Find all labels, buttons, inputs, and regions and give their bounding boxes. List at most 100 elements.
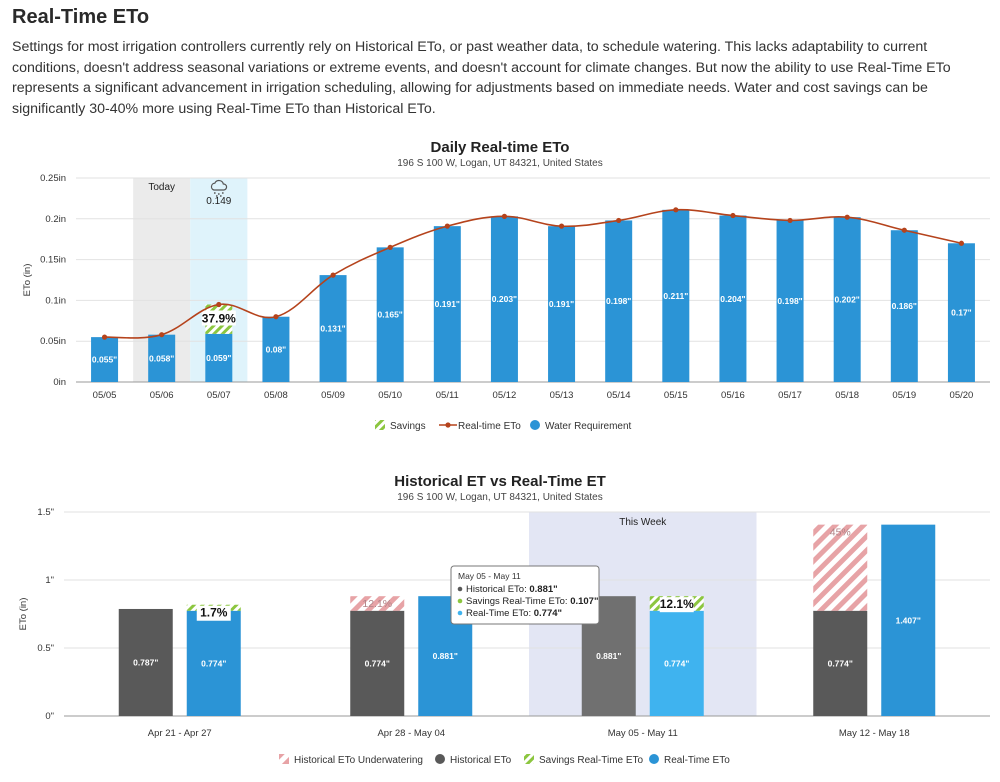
- tooltip-row: Savings Real-Time ETo: 0.107": [466, 596, 598, 607]
- x-tick-label: 05/20: [950, 390, 974, 401]
- x-tick-label: May 05 - May 11: [608, 728, 678, 739]
- historical-eto-bar: [350, 610, 405, 716]
- daily-real-time-eto-chart: Daily Real-time ETo 196 S 100 W, Logan, U…: [22, 139, 990, 432]
- bar-value-label: 0.203": [492, 294, 517, 304]
- legend-underwatering-swatch: [279, 754, 289, 764]
- x-tick-label: 05/10: [378, 390, 402, 401]
- x-tick-label: 05/05: [93, 390, 117, 401]
- legend-label: Savings: [390, 421, 426, 432]
- historical-eto-bar: [813, 610, 868, 716]
- savings-pct-box: [659, 597, 694, 613]
- y-tick-label: 0.2in: [45, 214, 66, 225]
- x-tick-label: 05/06: [150, 390, 174, 401]
- underwatering-bar: [813, 524, 868, 611]
- chart-subtitle: 196 S 100 W, Logan, UT 84321, United Sta…: [397, 158, 603, 169]
- y-tick-label: 0.15in: [40, 255, 66, 266]
- cloud-shape: [210, 179, 228, 191]
- savings-pct-label: 37.9%: [202, 311, 236, 325]
- savings-pct-label: 12.1%: [660, 597, 694, 611]
- bar-value-label: 0.17": [951, 308, 972, 318]
- real-time-eto-bar: [186, 610, 241, 716]
- x-tick-label: 05/13: [550, 390, 574, 401]
- rain-drop: [217, 193, 220, 195]
- x-tick-label: May 12 - May 18: [839, 728, 910, 739]
- real-time-eto-point: [616, 217, 622, 224]
- rain-drop: [213, 192, 216, 194]
- legend-label: Water Requirement: [545, 421, 632, 432]
- real-time-eto-point: [558, 223, 565, 229]
- tooltip-box: [450, 565, 600, 625]
- water-requirement-bar: [205, 333, 233, 382]
- bar-value-label: 0.059": [206, 353, 231, 363]
- x-tick-label: 05/17: [778, 390, 802, 401]
- tooltip-title: May 05 - May 11: [458, 571, 521, 581]
- real-time-eto-point: [159, 332, 165, 338]
- tooltip-row: Historical ETo: 0.881": [466, 584, 558, 595]
- bar-value-label: 0.186": [892, 301, 917, 311]
- tooltip-row: Real-Time ETo: 0.774": [466, 608, 562, 619]
- savings-pct-box: [201, 310, 236, 326]
- tooltip-row-value: 0.881": [529, 584, 557, 595]
- real-time-eto-point: [730, 212, 736, 219]
- historical-eto-bar: [118, 608, 173, 716]
- water-requirement-bar: [319, 275, 347, 382]
- legend-label: Real-Time ETo: [664, 755, 730, 766]
- real-time-eto-point: [673, 207, 679, 213]
- water-requirement-bar: [148, 334, 176, 382]
- water-requirement-bar: [719, 215, 747, 382]
- y-tick-label: 0": [45, 711, 54, 722]
- x-tick-label: 05/08: [264, 390, 288, 401]
- real-time-eto-point: [387, 244, 393, 250]
- real-time-eto-point: [787, 217, 793, 224]
- legend-water-swatch: [530, 420, 540, 430]
- y-axis-label: ETo (in): [22, 264, 33, 297]
- tooltip-dot: [457, 598, 463, 604]
- y-tick-label: 0.05in: [40, 336, 66, 347]
- bar-value-label: 0.131": [320, 324, 345, 334]
- water-requirement-bar: [662, 209, 690, 382]
- legend-label: Historical ETo: [450, 755, 512, 766]
- real-time-bar-label: 0.774": [664, 658, 689, 668]
- bar-value-label: 0.211": [663, 291, 688, 301]
- water-requirement-bar: [548, 226, 576, 382]
- x-tick-label: 05/16: [721, 390, 745, 401]
- tooltip-row-label: Savings Real-Time ETo:: [466, 596, 570, 607]
- bar-value-label: 0.191": [435, 299, 460, 309]
- intro-paragraph: Settings for most irrigation controllers…: [12, 39, 951, 117]
- tooltip-dot: [457, 586, 463, 592]
- water-requirement-bar: [890, 230, 918, 382]
- real-time-eto-point: [501, 213, 508, 219]
- x-tick-label: 05/14: [607, 390, 631, 401]
- water-requirement-bar: [433, 226, 461, 382]
- real-time-bar-label: 0.881": [433, 651, 458, 661]
- chart-title: Daily Real-time ETo: [431, 139, 570, 156]
- x-tick-label: Apr 21 - Apr 27: [148, 728, 212, 739]
- tooltip-row-value: 0.774": [534, 608, 562, 619]
- historical-bar-label: 0.881": [596, 651, 621, 661]
- legend-real-time-swatch: [649, 754, 659, 764]
- rain-drop: [221, 192, 224, 194]
- legend-label: Historical ETo Underwatering: [294, 755, 423, 766]
- chart-legend: Savings Real-time ETo Water Requirement: [375, 420, 632, 432]
- real-time-eto-point: [273, 314, 279, 320]
- underwatering-pct-label: 45%: [830, 527, 851, 539]
- bar-value-label: 0.165": [378, 310, 403, 320]
- chart-subtitle: 196 S 100 W, Logan, UT 84321, United Sta…: [397, 492, 603, 503]
- real-time-eto-point: [330, 272, 336, 278]
- legend-label: Savings Real-Time ETo: [539, 755, 644, 766]
- this-week-label: This Week: [619, 517, 667, 528]
- tooltip-row-label: Real-Time ETo:: [466, 608, 534, 619]
- y-tick-label: 1.5": [37, 507, 54, 518]
- real-time-bar-label: 1.407": [896, 615, 921, 625]
- historical-bar-label: 0.774": [828, 658, 853, 668]
- water-requirement-bar: [605, 220, 633, 382]
- savings-pct-box: [196, 605, 231, 621]
- historical-bar-label: 0.774": [365, 658, 390, 668]
- water-requirement-bar: [947, 243, 975, 382]
- x-tick-label: 05/18: [835, 390, 859, 401]
- x-tick-label: 05/09: [321, 390, 345, 401]
- legend-label: Real-time ETo: [458, 421, 521, 432]
- y-axis-label: ETo (in): [18, 598, 29, 631]
- x-tick-label: 05/12: [493, 390, 517, 401]
- real-time-eto-point: [444, 223, 450, 229]
